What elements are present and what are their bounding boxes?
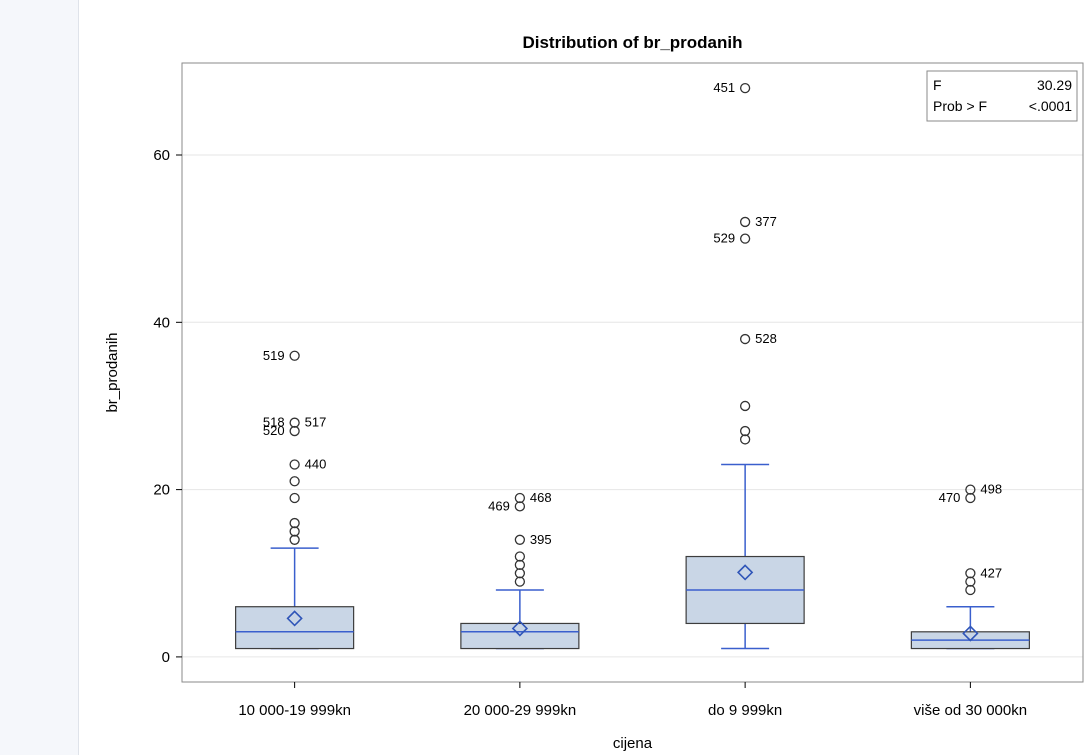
outlier-point: [965, 492, 976, 504]
box-iqr: [235, 606, 355, 650]
stats-label: F: [933, 77, 942, 93]
y-tick-label: 0: [162, 649, 170, 666]
stats-inset: F 30.29 Prob > F <.0001: [926, 70, 1078, 122]
outlier-point: [739, 400, 751, 412]
outlier-point: [514, 551, 526, 562]
chart-title: Distribution of br_prodanih: [522, 33, 742, 52]
outlier-label: 520: [263, 423, 285, 438]
outlier-point: [514, 534, 526, 545]
mean-marker: [736, 564, 754, 581]
y-tick-label: 40: [153, 314, 170, 331]
outlier-label: 517: [305, 415, 327, 430]
plot-frame: [181, 62, 1084, 683]
outlier-label: 519: [263, 348, 285, 363]
stats-value: 30.29: [1037, 77, 1072, 93]
outlier-label: 498: [980, 482, 1002, 497]
outlier-point: [965, 568, 976, 579]
outlier-point: [289, 350, 300, 361]
outlier-label: 440: [305, 457, 327, 472]
mean-marker: [511, 620, 529, 637]
stats-inset-frame: [926, 70, 1078, 122]
y-tick-label: 60: [153, 147, 170, 164]
outlier-point: [514, 492, 526, 504]
outlier-label: 468: [530, 490, 552, 505]
outlier-point: [289, 526, 300, 537]
outlier-point: [289, 459, 300, 470]
outlier-point: [514, 576, 526, 587]
outlier-label: 529: [713, 231, 735, 246]
outlier-label: 427: [980, 565, 1002, 580]
outlier-label: 451: [713, 80, 735, 95]
outlier-point: [289, 417, 300, 428]
mean-marker: [962, 625, 979, 642]
outlier-label: 518: [263, 415, 285, 430]
stats-value: <.0001: [1029, 98, 1072, 114]
outlier-point: [514, 568, 526, 579]
y-tick-label: 20: [153, 482, 170, 499]
x-tick-label: više od 30 000kn: [914, 702, 1027, 719]
x-tick-label: 10 000-19 999kn: [238, 702, 351, 719]
stats-label: Prob > F: [933, 98, 987, 114]
x-tick-label: 20 000-29 999kn: [464, 702, 577, 719]
outlier-point: [965, 484, 976, 495]
outlier-label: 377: [755, 214, 777, 229]
x-tick-label: do 9 999kn: [708, 702, 782, 719]
mean-marker: [286, 610, 303, 627]
y-axis-label: br_prodanih: [104, 332, 121, 412]
outlier-point: [965, 584, 976, 596]
left-panel-strip: [0, 0, 79, 755]
outlier-point: [289, 534, 300, 545]
outlier-label: 395: [530, 532, 552, 547]
outlier-point: [289, 476, 300, 487]
outlier-point: [739, 434, 751, 445]
outlier-point: [514, 501, 526, 512]
x-axis-label: cijena: [613, 735, 653, 752]
plot-area: 0 20 40 60 10 000-19 999kn 20 000-29 999kn do …: [153, 62, 1084, 719]
outlier-point: [965, 576, 976, 587]
outlier-point: [289, 517, 300, 529]
outlier-point: [739, 425, 751, 437]
outlier-point: [739, 216, 751, 228]
outlier-point: [739, 233, 751, 244]
outlier-label: 470: [939, 490, 961, 505]
outlier-point: [289, 492, 300, 504]
outlier-point: [514, 559, 526, 571]
outlier-point: [739, 82, 751, 94]
outlier-point: [739, 333, 751, 345]
outlier-point: [289, 425, 300, 437]
outlier-label: 528: [755, 331, 777, 346]
outlier-label: 469: [488, 498, 510, 513]
